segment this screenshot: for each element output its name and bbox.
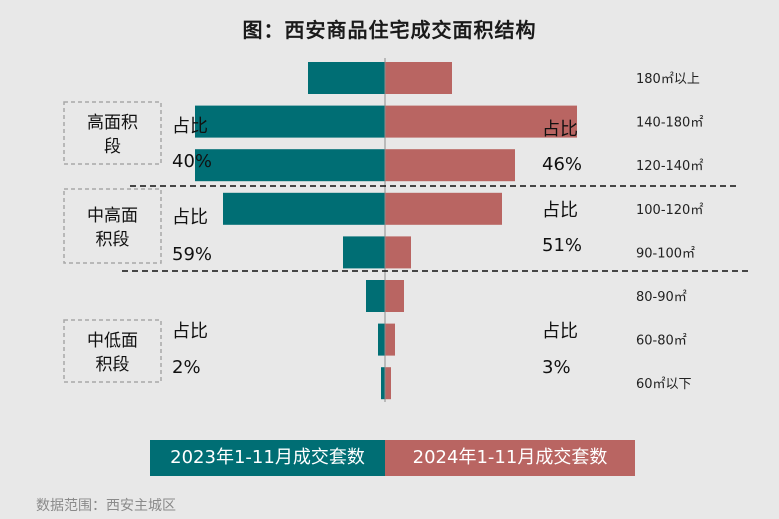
share-value-2024: 46% (542, 154, 582, 175)
category-label: 80-90㎡ (636, 290, 687, 305)
bar-2024 (385, 62, 452, 94)
segment-box (63, 188, 162, 264)
bar-2024 (385, 192, 502, 225)
share-value-2023: 2% (172, 357, 201, 378)
segment-label: 中低面 (87, 331, 138, 351)
share-label-2023: 占比 (172, 321, 208, 342)
bar-2023 (223, 192, 385, 225)
segment-box (63, 319, 162, 383)
share-value-2024: 51% (542, 235, 582, 256)
category-label: 140-180㎡ (636, 116, 703, 131)
legend-item-2024: 2024年1-11月成交套数 (385, 440, 635, 476)
share-label-2023: 占比 (172, 116, 208, 137)
share-label-2023: 占比 (172, 207, 208, 228)
bar-2023 (195, 149, 385, 182)
category-label: 90-100㎡ (636, 246, 695, 261)
category-label: 100-120㎡ (636, 203, 703, 218)
bar-2023 (381, 367, 385, 400)
segment-label: 积段 (96, 355, 130, 375)
share-value-2024: 3% (542, 357, 571, 378)
chart-title: 图：西安商品住宅成交面积结构 (242, 18, 537, 42)
share-label-2024: 占比 (542, 200, 578, 221)
category-label: 120-140㎡ (636, 159, 703, 174)
share-value-2023: 59% (172, 244, 212, 265)
bar-2023 (343, 236, 385, 269)
share-label-2024: 占比 (542, 321, 578, 342)
category-label: 60㎡以下 (636, 377, 692, 392)
bar-2024 (385, 323, 395, 356)
bar-2023 (308, 62, 385, 94)
source-note: 数据范围：西安主城区 (36, 498, 176, 514)
bar-2024 (385, 280, 404, 312)
share-label-2024: 占比 (542, 119, 578, 140)
segment-label: 积段 (96, 230, 130, 250)
bar-2023 (366, 280, 385, 312)
segment-label: 段 (104, 137, 121, 157)
bar-2024 (385, 367, 391, 400)
segment-label: 中高面 (87, 206, 138, 226)
bar-2024 (385, 105, 577, 138)
bar-2024 (385, 236, 411, 269)
bar-2023 (195, 105, 385, 138)
share-value-2023: 40% (172, 151, 212, 172)
category-label: 60-80㎡ (636, 334, 687, 349)
bar-2023 (378, 323, 385, 356)
bar-2024 (385, 149, 515, 182)
category-label: 180㎡以上 (636, 72, 700, 87)
legend-item-2023: 2023年1-11月成交套数 (150, 440, 385, 476)
segment-box (63, 101, 162, 165)
segment-label: 高面积 (87, 113, 138, 133)
